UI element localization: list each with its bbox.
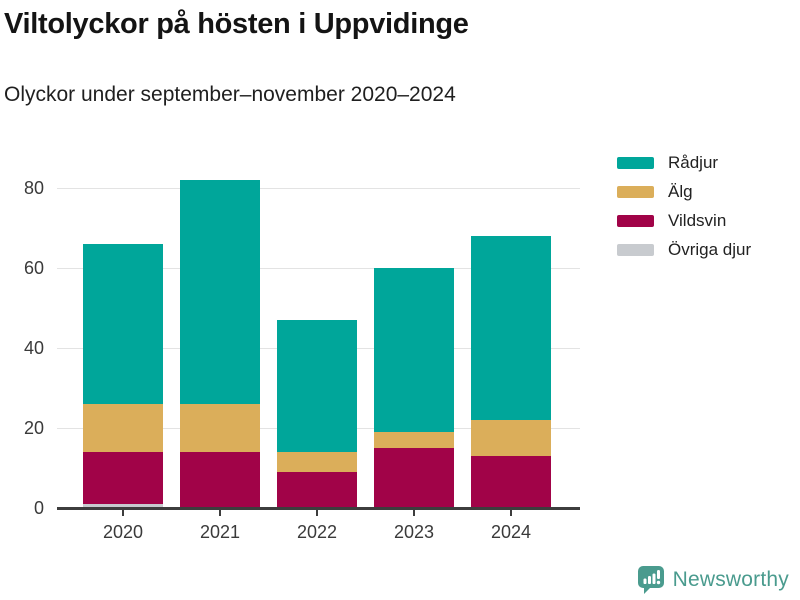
y-tick-label: 20 (23, 418, 44, 438)
bar-segment-Rådjur (180, 180, 260, 404)
bar-segment-Rådjur (83, 244, 163, 404)
x-axis-tick (413, 510, 415, 516)
brand-footer: Newsworthy (637, 565, 789, 595)
bar-segment-Vildsvin (471, 456, 551, 508)
bar-segment-Vildsvin (374, 448, 454, 508)
bar-2020 (83, 160, 163, 508)
brand-name: Newsworthy (672, 568, 789, 591)
bar-2021 (180, 160, 260, 508)
legend-swatch (617, 243, 654, 256)
gridline (57, 268, 580, 269)
bar-segment-Vildsvin (180, 452, 260, 508)
bar-2023 (374, 160, 454, 508)
y-tick-label: 40 (23, 338, 44, 358)
x-axis-tick (316, 510, 318, 516)
x-axis-line (57, 507, 580, 510)
bar-segment-Älg (180, 404, 260, 452)
legend-item-Rådjur: Rådjur (617, 148, 751, 177)
x-axis-tick (510, 510, 512, 516)
newsworthy-logo-icon (637, 566, 664, 594)
gridline (57, 188, 580, 189)
legend-swatch (617, 214, 654, 227)
legend-item-Övriga djur: Övriga djur (617, 235, 751, 264)
bar-2022 (277, 160, 357, 508)
chart-title: Viltolyckor på hösten i Uppvidinge (4, 8, 469, 40)
legend-swatch (617, 185, 654, 198)
bar-segment-Rådjur (374, 268, 454, 432)
bar-segment-Älg (471, 420, 551, 456)
bar-segment-Övriga djur (83, 504, 163, 508)
legend-label: Övriga djur (668, 239, 752, 259)
bar-segment-Rådjur (277, 320, 357, 452)
x-tick-label: 2022 (296, 522, 338, 542)
bar-segment-Vildsvin (277, 472, 357, 508)
x-tick-label: 2024 (490, 522, 532, 542)
plot-area (57, 160, 580, 508)
legend-label: Vildsvin (668, 210, 727, 230)
y-tick-label: 80 (23, 178, 44, 198)
x-axis-tick (122, 510, 124, 516)
bar-segment-Älg (277, 452, 357, 472)
x-tick-label: 2020 (102, 522, 144, 542)
legend-label: Rådjur (668, 152, 719, 172)
legend-item-Vildsvin: Vildsvin (617, 206, 751, 235)
legend-label: Älg (668, 181, 693, 201)
bar-segment-Älg (83, 404, 163, 452)
x-tick-label: 2021 (199, 522, 241, 542)
x-axis-tick (219, 510, 221, 516)
bar-segment-Vildsvin (83, 452, 163, 504)
chart-subtitle: Olyckor under september–november 2020–20… (4, 83, 456, 106)
x-tick-label: 2023 (393, 522, 435, 542)
bar-2024 (471, 160, 551, 508)
bar-segment-Rådjur (471, 236, 551, 420)
legend-swatch (617, 156, 654, 169)
y-tick-label: 60 (23, 258, 44, 278)
legend-item-Älg: Älg (617, 177, 751, 206)
bar-segment-Älg (374, 432, 454, 448)
legend: Rådjur Älg Vildsvin Övriga djur (617, 148, 751, 264)
y-tick-label: 0 (33, 498, 44, 518)
